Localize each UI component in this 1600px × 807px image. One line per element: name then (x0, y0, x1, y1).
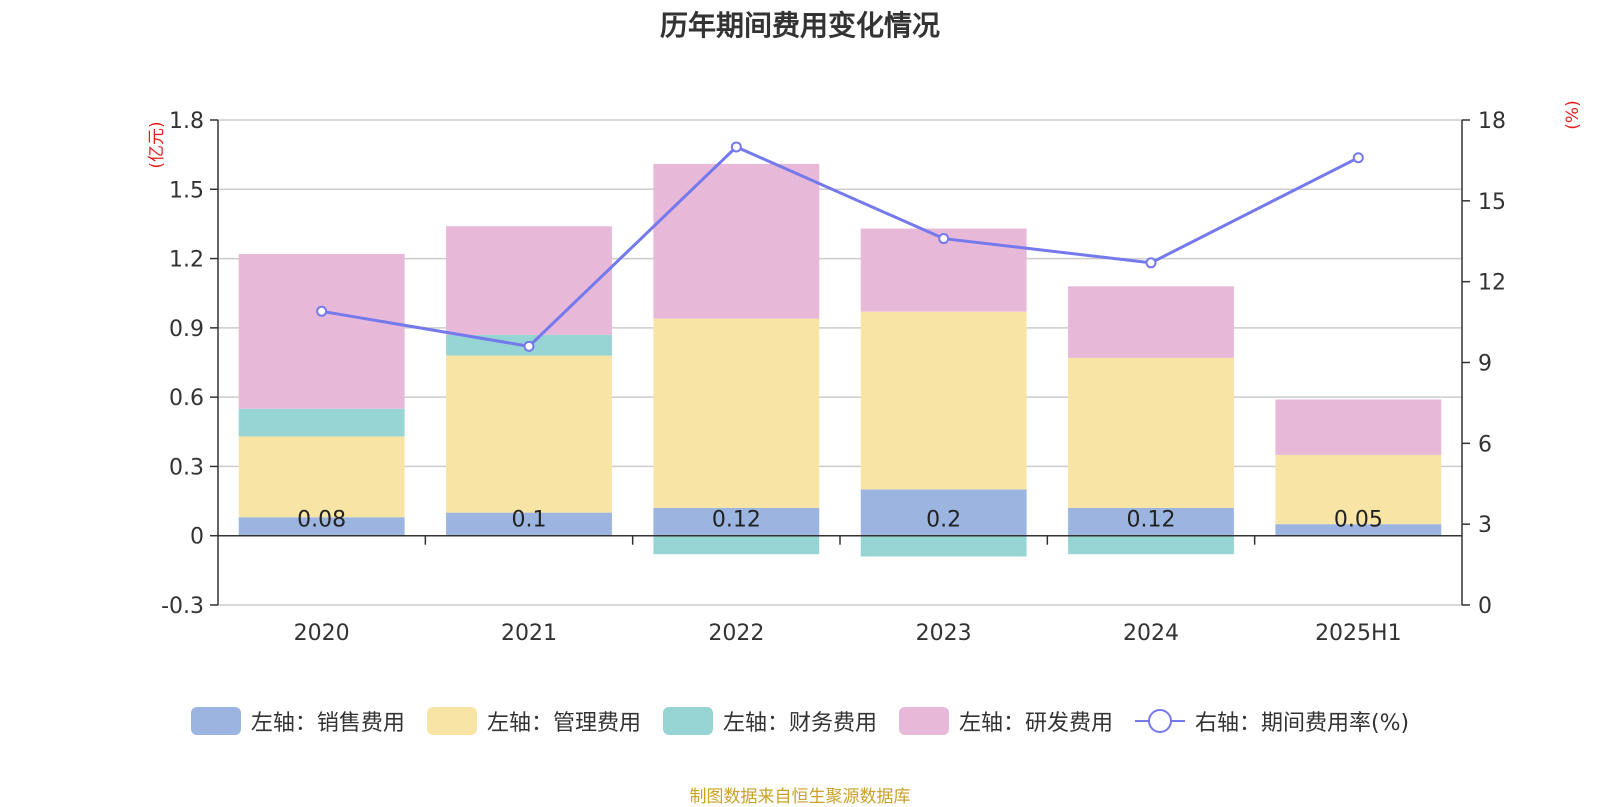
data-labels: 0.08 0.1 0.12 0.2 0.12 0.05 (297, 508, 1383, 533)
left-tick-label: -0.3 (161, 594, 204, 619)
legend-swatch (898, 707, 949, 735)
bar-segment (653, 508, 820, 536)
bar-segment (860, 535, 1027, 557)
bar-segment (238, 517, 405, 536)
left-tick-label: 0.9 (169, 317, 204, 342)
bar-segment (238, 253, 405, 409)
axes: -0.3 0 0.3 0.6 0.9 1.2 1.5 1.8 0 3 6 9 12 15 18 (亿元) (%)… (147, 100, 1583, 646)
right-axis-unit: (%) (1563, 100, 1583, 129)
bar-segment (1068, 286, 1234, 358)
legend-label: 左轴：财务费用 (722, 711, 877, 736)
bar-segment (1275, 454, 1442, 525)
source-note: 制图数据来自恒生聚源数据库 (689, 787, 911, 807)
rate-point (1145, 257, 1157, 269)
left-tick-label: 0 (190, 525, 204, 550)
bar-segment (653, 535, 820, 555)
rate-point (938, 233, 950, 245)
bar-segment (1068, 508, 1234, 536)
bar-segment (860, 489, 1027, 536)
bar-segment (653, 318, 820, 508)
right-tick-label: 6 (1478, 432, 1492, 457)
x-tick-label: 2022 (708, 621, 764, 646)
right-tick-label: 9 (1478, 352, 1492, 377)
left-tick-label: 0.6 (169, 386, 204, 411)
data-label: 0.2 (926, 508, 961, 533)
data-label: 0.12 (1127, 508, 1176, 533)
left-tick-label: 1.2 (169, 248, 204, 273)
bar-segment (446, 512, 612, 536)
bar-segment (1275, 399, 1442, 455)
left-tick-label: 1.5 (169, 178, 204, 203)
legend-item[interactable]: 左轴：销售费用 (190, 705, 405, 737)
right-tick-label: 18 (1478, 109, 1506, 134)
bar-segment (1068, 535, 1234, 555)
data-label: 0.08 (297, 508, 346, 533)
bar-segment (860, 311, 1027, 490)
legend-line-swatch (1134, 707, 1185, 735)
rate-point (730, 141, 742, 153)
rate-line-group (316, 141, 1364, 352)
left-tick-label: 1.8 (169, 109, 204, 134)
bar-segment (446, 355, 612, 513)
right-tick-label: 15 (1478, 190, 1506, 215)
legend-item[interactable]: 右轴：期间费用率(%) (1134, 705, 1410, 737)
data-label: 0.1 (512, 508, 547, 533)
x-tick-label: 2024 (1123, 621, 1179, 646)
rate-line (321, 145, 1360, 348)
bar-segment (1275, 524, 1442, 536)
chart-title: 历年期间费用变化情况 (659, 9, 940, 42)
legend-label: 左轴：研发费用 (958, 711, 1113, 736)
x-tick-label: 2025H1 (1315, 621, 1402, 646)
bar-segment (653, 163, 820, 319)
rate-point (316, 305, 328, 317)
right-tick-label: 0 (1478, 594, 1492, 619)
bar-segment (1068, 357, 1234, 508)
data-label: 0.05 (1334, 508, 1383, 533)
right-tick-label: 12 (1478, 271, 1506, 296)
legend: 左轴：销售费用 左轴：管理费用 左轴：财务费用 左轴：研发费用 右轴：期间费用率(%) (0, 705, 1600, 737)
bar-segment (238, 408, 405, 437)
bar-segment (446, 226, 612, 335)
legend-item[interactable]: 左轴：财务费用 (662, 705, 877, 737)
x-tick-label: 2020 (294, 621, 350, 646)
bar-segment (238, 436, 405, 518)
legend-item[interactable]: 左轴：管理费用 (426, 705, 641, 737)
legend-swatch (662, 707, 713, 735)
legend-label: 左轴：管理费用 (486, 711, 641, 736)
legend-label: 右轴：期间费用率(%) (1194, 711, 1410, 736)
left-tick-label: 0.3 (169, 455, 204, 480)
x-tick-label: 2021 (501, 621, 557, 646)
bar-group (238, 163, 1442, 557)
x-tick-label: 2023 (916, 621, 972, 646)
legend-swatch (426, 707, 477, 735)
legend-swatch (190, 707, 241, 735)
data-label: 0.12 (712, 508, 761, 533)
legend-label: 左轴：销售费用 (250, 711, 405, 736)
rate-point (1352, 152, 1364, 164)
legend-item[interactable]: 左轴：研发费用 (898, 705, 1113, 737)
chart-plot: -0.3 0 0.3 0.6 0.9 1.2 1.5 1.8 0 3 6 9 12 15 18 (亿元) (%)… (147, 100, 1583, 646)
rate-point (523, 340, 535, 352)
left-axis-unit: (亿元) (147, 121, 167, 168)
right-tick-label: 3 (1478, 513, 1492, 538)
